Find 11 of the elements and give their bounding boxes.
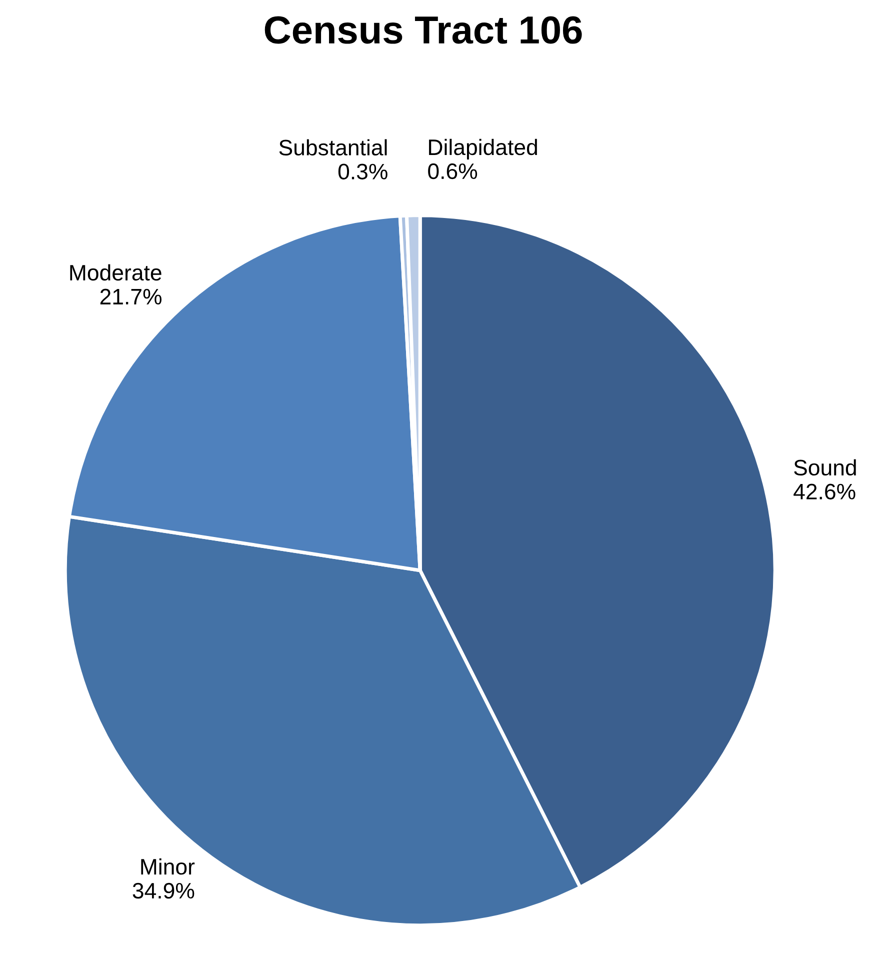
slice-label: Minor bbox=[141, 858, 195, 875]
data-label: 0.6% bbox=[428, 163, 478, 180]
data-label: 42.6% bbox=[794, 484, 856, 500]
slice-label: Dilapidated bbox=[429, 138, 537, 160]
slice-label: Substantial bbox=[279, 139, 387, 156]
data-label: 34.9% bbox=[132, 882, 194, 899]
data-label: 21.7% bbox=[100, 288, 162, 304]
slice-label: Sound bbox=[794, 459, 856, 476]
slice-label: Moderate bbox=[70, 264, 162, 281]
data-label: 0.3% bbox=[338, 164, 388, 180]
chart-title: Census Tract 106 bbox=[264, 16, 582, 44]
